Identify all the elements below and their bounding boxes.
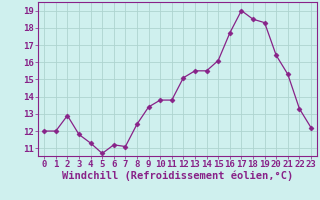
X-axis label: Windchill (Refroidissement éolien,°C): Windchill (Refroidissement éolien,°C): [62, 171, 293, 181]
